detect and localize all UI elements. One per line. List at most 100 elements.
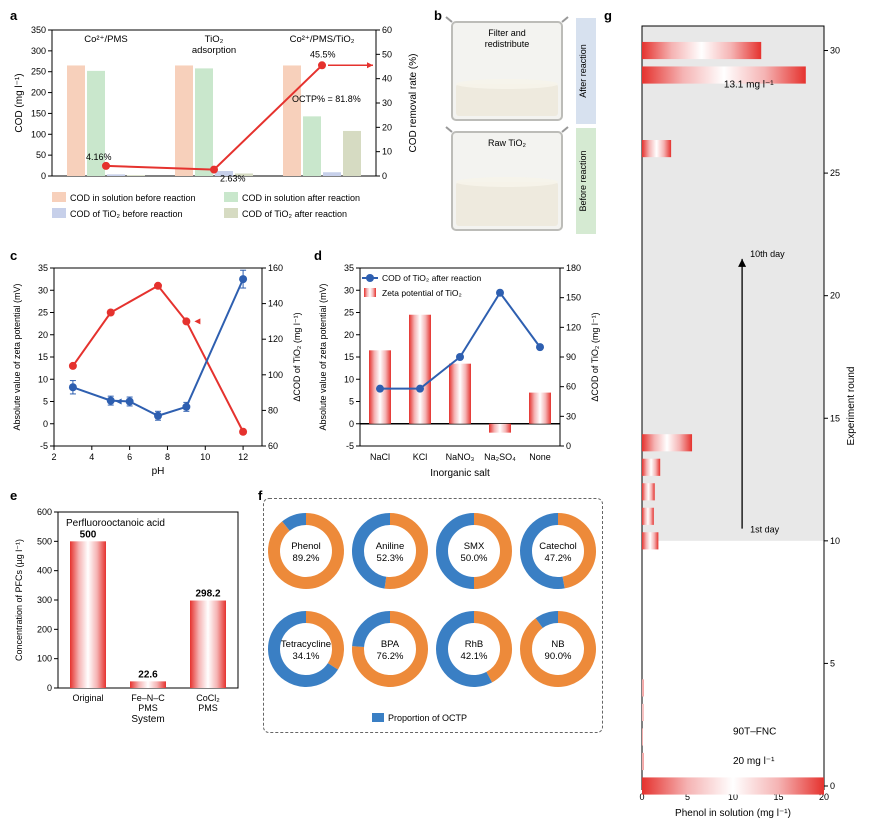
svg-text:None: None <box>529 452 551 462</box>
svg-text:2.63%: 2.63% <box>220 174 246 184</box>
svg-text:90: 90 <box>566 352 576 362</box>
panel-b: Filter andredistribute Raw TiO₂ After reac… <box>438 16 600 238</box>
svg-text:20: 20 <box>38 330 48 340</box>
svg-text:After reaction: After reaction <box>578 44 588 98</box>
svg-text:10: 10 <box>830 536 840 546</box>
svg-text:0: 0 <box>349 419 354 429</box>
svg-text:COD of TiO₂ before reaction: COD of TiO₂ before reaction <box>70 209 183 219</box>
svg-text:22.6: 22.6 <box>138 669 158 680</box>
svg-text:35: 35 <box>38 263 48 273</box>
chart-c: 24681012-5051015202530356080100120140160… <box>8 256 308 481</box>
svg-text:NB: NB <box>551 639 564 650</box>
svg-text:Absolute value of zeta potenti: Absolute value of zeta potential (mV) <box>12 283 22 430</box>
svg-text:Raw TiO₂: Raw TiO₂ <box>488 138 527 148</box>
svg-text:COD of TiO₂ after reaction: COD of TiO₂ after reaction <box>242 209 347 219</box>
svg-text:0: 0 <box>830 781 835 791</box>
svg-text:Concentration of PFCs (µg l⁻¹): Concentration of PFCs (µg l⁻¹) <box>14 539 24 661</box>
svg-text:Fe–N–C: Fe–N–C <box>131 693 165 703</box>
svg-text:Tetracycline: Tetracycline <box>281 639 331 650</box>
svg-text:47.2%: 47.2% <box>545 553 572 564</box>
svg-text:Absolute value of zeta potenti: Absolute value of zeta potential (mV) <box>318 283 328 430</box>
svg-text:600: 600 <box>37 507 52 517</box>
svg-text:ΔCOD of TiO₂ (mg l⁻¹): ΔCOD of TiO₂ (mg l⁻¹) <box>590 312 600 401</box>
panel-b-svg: Filter andredistribute Raw TiO₂ After reac… <box>438 16 600 238</box>
svg-text:5: 5 <box>349 397 354 407</box>
panel-a: 0501001502002503003500102030405060COD (m… <box>8 16 428 246</box>
svg-text:20: 20 <box>344 330 354 340</box>
svg-text:Aniline: Aniline <box>376 541 405 552</box>
svg-text:15: 15 <box>830 413 840 423</box>
svg-text:Phenol in solution (mg l⁻¹): Phenol in solution (mg l⁻¹) <box>675 808 791 819</box>
svg-text:0: 0 <box>566 441 571 451</box>
svg-text:COD of TiO₂ after reaction: COD of TiO₂ after reaction <box>382 273 481 283</box>
svg-text:180: 180 <box>566 263 581 273</box>
svg-text:10th day: 10th day <box>750 249 785 259</box>
svg-text:4: 4 <box>89 452 94 462</box>
svg-text:BPA: BPA <box>381 639 400 650</box>
svg-text:15: 15 <box>38 352 48 362</box>
svg-text:300: 300 <box>31 46 46 56</box>
svg-text:35: 35 <box>344 263 354 273</box>
svg-text:PMS: PMS <box>138 703 158 713</box>
svg-text:Perfluorooctanoic acid: Perfluorooctanoic acid <box>66 518 165 529</box>
svg-text:25: 25 <box>830 168 840 178</box>
svg-text:42.1%: 42.1% <box>461 651 488 662</box>
svg-text:redistribute: redistribute <box>485 39 530 49</box>
svg-text:50: 50 <box>382 49 392 59</box>
panel-g: 05101520051015202530Phenol in solution (… <box>608 16 863 821</box>
svg-text:Zeta potential of TiO₂: Zeta potential of TiO₂ <box>382 288 462 298</box>
svg-text:-5: -5 <box>346 441 354 451</box>
svg-text:50.0%: 50.0% <box>461 553 488 564</box>
svg-text:150: 150 <box>31 108 46 118</box>
svg-text:0: 0 <box>43 419 48 429</box>
svg-text:60: 60 <box>268 441 278 451</box>
svg-text:10: 10 <box>382 147 392 157</box>
panel-c: 24681012-5051015202530356080100120140160… <box>8 256 308 481</box>
svg-text:140: 140 <box>268 299 283 309</box>
svg-text:60: 60 <box>566 382 576 392</box>
svg-text:RhB: RhB <box>465 639 483 650</box>
svg-text:100: 100 <box>31 129 46 139</box>
svg-text:15: 15 <box>344 352 354 362</box>
svg-text:300: 300 <box>37 595 52 605</box>
svg-text:34.1%: 34.1% <box>293 651 320 662</box>
label-f: f <box>258 488 262 503</box>
svg-text:Experiment round: Experiment round <box>846 367 857 446</box>
chart-d: -5051015202530350306090120150180Absolute… <box>314 256 604 481</box>
svg-text:System: System <box>131 714 164 725</box>
svg-text:pH: pH <box>152 466 165 477</box>
svg-text:100: 100 <box>268 370 283 380</box>
svg-text:0: 0 <box>382 171 387 181</box>
svg-text:OCTP% = 81.8%: OCTP% = 81.8% <box>292 94 361 104</box>
svg-text:6: 6 <box>127 452 132 462</box>
svg-text:150: 150 <box>566 293 581 303</box>
svg-text:0: 0 <box>41 171 46 181</box>
svg-text:Na₂SO₄: Na₂SO₄ <box>484 452 516 462</box>
svg-text:20 mg l⁻¹: 20 mg l⁻¹ <box>733 756 775 767</box>
svg-text:25: 25 <box>38 308 48 318</box>
svg-text:160: 160 <box>268 263 283 273</box>
svg-text:PMS: PMS <box>198 703 218 713</box>
svg-text:20: 20 <box>830 291 840 301</box>
svg-text:Before reaction: Before reaction <box>578 150 588 211</box>
chart-f: Phenol89.2%Aniline52.3%SMX50.0%Catechol4… <box>264 499 600 730</box>
svg-text:500: 500 <box>80 529 97 540</box>
svg-text:Filter and: Filter and <box>488 28 526 38</box>
svg-text:298.2: 298.2 <box>195 589 220 600</box>
svg-text:10: 10 <box>200 452 210 462</box>
chart-e: 0100200300400500600Concentration of PFCs… <box>8 498 258 728</box>
chart-g: 05101520051015202530Phenol in solution (… <box>608 16 863 821</box>
svg-text:350: 350 <box>31 25 46 35</box>
svg-text:400: 400 <box>37 566 52 576</box>
svg-text:Phenol: Phenol <box>291 541 321 552</box>
svg-text:76.2%: 76.2% <box>377 651 404 662</box>
svg-text:COD in solution after reaction: COD in solution after reaction <box>242 193 360 203</box>
svg-text:0: 0 <box>47 683 52 693</box>
panel-f: Phenol89.2%Aniline52.3%SMX50.0%Catechol4… <box>263 498 603 733</box>
svg-text:250: 250 <box>31 67 46 77</box>
svg-text:10: 10 <box>38 374 48 384</box>
svg-text:1st day: 1st day <box>750 525 780 535</box>
svg-text:2: 2 <box>51 452 56 462</box>
svg-text:TiO₂: TiO₂ <box>205 34 224 45</box>
svg-text:KCl: KCl <box>413 452 428 462</box>
